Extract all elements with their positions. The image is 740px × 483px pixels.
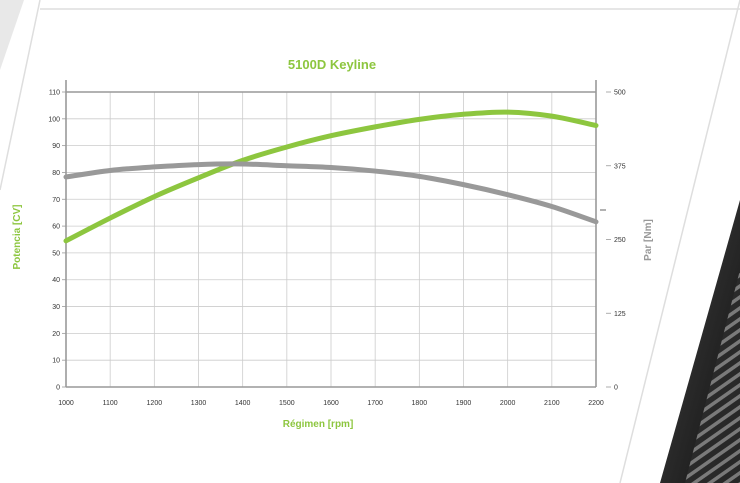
y-tick-label: 80: [52, 170, 60, 177]
y-tick-label: 50: [52, 250, 60, 257]
x-tick-label: 1600: [323, 400, 339, 407]
y-tick-label: 70: [52, 197, 60, 204]
x-tick-label: 1300: [191, 400, 207, 407]
y2-tick-label: 0: [614, 385, 618, 392]
y-tick-label: 20: [52, 331, 60, 338]
y-tick-label: 110: [49, 90, 60, 97]
right-diagonal-line: [619, 0, 740, 483]
engine-hoses: [685, 270, 740, 483]
y2-tick-label: 375: [614, 163, 626, 170]
y-tick-label: 10: [52, 358, 60, 365]
chart-title: 5100D Keyline: [288, 57, 376, 72]
x-tick-label: 2000: [500, 400, 516, 407]
corner-panel: [0, 0, 24, 70]
x-tick-label: 2100: [544, 400, 560, 407]
power-line: [63, 109, 599, 244]
grid: [65, 80, 597, 388]
x-axis: 1000 1100 1200 1300 1400 1500 1600 1700 1800 1900…: [58, 400, 604, 407]
x-tick-label: 1900: [456, 400, 472, 407]
y2-axis-title: Par [Nm]: [643, 219, 654, 261]
series-layer: [63, 109, 599, 244]
x-axis-title: Régimen [rpm]: [283, 419, 354, 430]
y2-tick-label: 125: [614, 311, 626, 318]
x-tick-label: 1400: [235, 400, 251, 407]
y-tick-label: 60: [52, 224, 60, 231]
y2-tick-label: 500: [614, 90, 626, 97]
y-axis-title: Potencia [CV]: [12, 204, 23, 269]
y2-tick-label: 250: [614, 237, 626, 244]
y-tick-label: 40: [52, 277, 60, 284]
x-tick-label: 1800: [412, 400, 428, 407]
y-tick-label: 30: [52, 304, 60, 311]
left-diagonal-line: [0, 0, 41, 191]
x-tick-label: 1100: [103, 400, 118, 407]
x-tick-label: 1700: [367, 400, 383, 407]
x-tick-label: 1200: [147, 400, 163, 407]
x-tick-label: 1000: [58, 400, 74, 407]
left-axis: 0 10 20 30 40 50 60 70 80 90 100 110: [48, 90, 66, 392]
y-tick-label: 0: [56, 385, 60, 392]
y-tick-label: 100: [48, 116, 60, 123]
x-tick-label: 1500: [279, 400, 295, 407]
x-tick-label: 2200: [588, 400, 604, 407]
y-tick-label: 90: [52, 143, 60, 150]
torque-line: [63, 161, 599, 225]
right-axis: 0 125 250 375 500: [600, 90, 626, 392]
